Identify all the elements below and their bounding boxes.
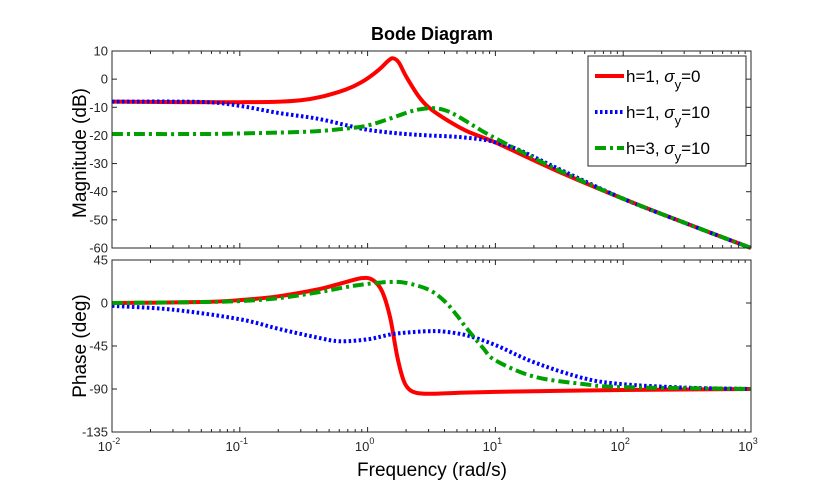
magnitude-y-axis-label: Magnitude (dB) [70, 88, 91, 218]
phase-series-3-line [111, 279, 752, 391]
phase-y-tick-label: -135 [82, 425, 108, 440]
phase-series-2-line [111, 303, 752, 391]
magnitude-y-tick-label: 0 [101, 72, 108, 87]
magnitude-y-tick-label: -10 [89, 100, 108, 115]
magnitude-y-tick-label: -30 [89, 156, 108, 171]
legend-label-1: h=1, σy=0 [626, 67, 700, 92]
magnitude-y-tick-label: 10 [94, 44, 108, 59]
phase-y-tick-label: 0 [101, 296, 108, 311]
x-tick-label: 101 [483, 436, 502, 454]
phase-y-axis-label: Phase (deg) [70, 294, 91, 398]
magnitude-y-tick-label: -40 [89, 184, 108, 199]
x-axis-label: Frequency (rad/s) [357, 460, 507, 481]
legend-label-3: h=3, σy=10 [626, 139, 710, 164]
x-tick-label: 100 [355, 436, 374, 454]
legend: h=1, σy=0 h=1, σy=10 h=3, σy=10 [587, 55, 747, 167]
x-tick-label: 102 [610, 436, 629, 454]
phase-series-1-line [111, 275, 752, 396]
x-tick-label: 103 [738, 436, 757, 454]
magnitude-series-3-line [111, 106, 752, 250]
chart-title: Bode Diagram [371, 24, 493, 44]
x-tick-label: 10-1 [226, 436, 248, 454]
phase-y-tick-label: 45 [94, 253, 108, 268]
x-tick-label: 10-2 [98, 436, 120, 454]
magnitude-y-tick-label: -50 [89, 212, 108, 227]
phase-axes-frame [111, 259, 752, 433]
phase-plot-area [112, 260, 751, 432]
phase-y-tick-label: -90 [89, 382, 108, 397]
legend-label-2: h=1, σy=10 [626, 103, 710, 128]
phase-y-tick-label: -45 [89, 339, 108, 354]
magnitude-y-tick-label: -20 [89, 128, 108, 143]
magnitude-y-tick-label: -60 [89, 241, 108, 256]
magnitude-axes-frame [111, 50, 752, 249]
